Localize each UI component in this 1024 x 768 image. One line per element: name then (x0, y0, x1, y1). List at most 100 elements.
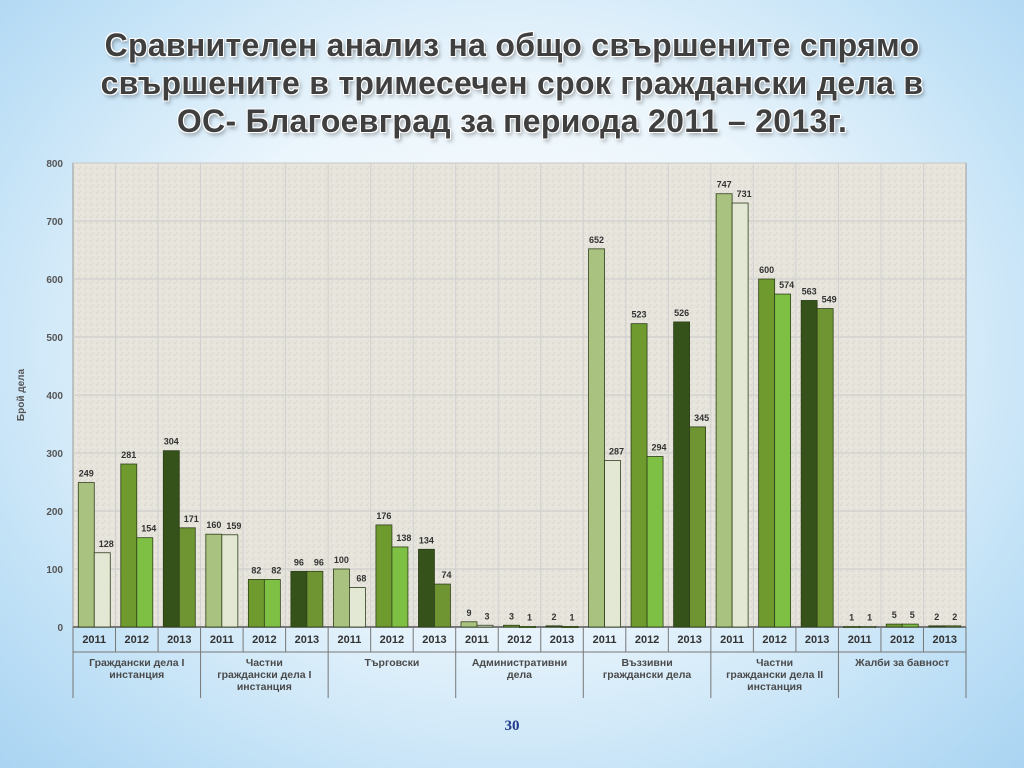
data-label-timely: 1 (527, 612, 532, 622)
data-label-timely: 2 (952, 612, 957, 622)
bar-timely (689, 426, 706, 628)
bar-timely (944, 625, 962, 628)
y-tick-label: 0 (57, 623, 63, 634)
data-label-total: 5 (892, 610, 897, 620)
bar-timely (646, 456, 664, 628)
category-label: Въззивни (621, 657, 672, 669)
bar-total (205, 533, 223, 628)
category-label: Частни (756, 657, 793, 669)
x-tick-year: 2013 (295, 634, 319, 646)
data-label-total: 1 (849, 612, 854, 622)
bar-total (800, 300, 818, 628)
data-label-total: 747 (717, 180, 732, 190)
data-label-total: 249 (79, 469, 94, 479)
bar-total (290, 570, 308, 628)
slide-title-line-3: ОС- Благоевград за периода 2011 – 2013г. (176, 103, 848, 139)
data-label-timely: 1 (570, 612, 575, 622)
bar-total (885, 623, 903, 628)
x-tick-year: 2012 (252, 634, 276, 646)
data-label-timely: 549 (822, 295, 837, 305)
data-label-timely: 287 (609, 447, 624, 457)
x-tick-year: 2011 (465, 634, 489, 646)
slide-title-line-1: Сравнителен анализ на общо свършените сп… (104, 27, 920, 63)
category-label: граждански дела II (726, 669, 823, 681)
slide-title-line-2: свършените в тримесечен срок граждански … (100, 65, 924, 101)
data-label-total: 2 (552, 612, 557, 622)
y-tick-label: 800 (46, 159, 63, 170)
bar-total (247, 579, 265, 628)
data-label-total: 9 (466, 608, 471, 618)
bar-total (460, 621, 478, 628)
category-label: инстанция (747, 681, 802, 693)
bar-timely (561, 626, 579, 629)
data-label-timely: 345 (694, 413, 709, 423)
data-label-timely: 159 (226, 521, 241, 531)
x-tick-year: 2012 (890, 634, 914, 646)
y-tick-label: 700 (46, 217, 63, 228)
bar-timely (816, 308, 834, 628)
category-label: инстанция (237, 681, 292, 693)
data-label-timely: 574 (779, 280, 794, 290)
bar-total (162, 450, 180, 628)
bar-timely (93, 552, 111, 628)
bar-timely (774, 293, 792, 628)
bar-total (630, 323, 648, 628)
x-tick-year: 2013 (932, 634, 956, 646)
data-label-timely: 5 (910, 610, 915, 620)
x-tick-year: 2011 (720, 634, 744, 646)
bar-total (673, 321, 690, 628)
data-label-timely: 731 (737, 189, 752, 199)
data-label-total: 523 (632, 310, 647, 320)
data-label-total: 134 (419, 535, 434, 545)
bar-total (503, 624, 520, 628)
bar-timely (306, 570, 324, 628)
bar-total (120, 463, 138, 628)
bar-timely (519, 626, 536, 629)
bar-timely (349, 587, 366, 628)
bar-total (758, 278, 776, 628)
x-tick-year: 2011 (82, 634, 106, 646)
y-tick-label: 600 (46, 275, 63, 286)
bar-total (418, 548, 435, 628)
bar-timely (731, 202, 749, 628)
data-label-timely: 3 (484, 611, 489, 621)
category-label: Административни (472, 657, 567, 669)
bar-total (333, 568, 350, 628)
x-tick-year: 2012 (507, 634, 531, 646)
x-tick-year: 2013 (677, 634, 701, 646)
bar-timely (476, 624, 494, 628)
bar-timely (178, 527, 196, 628)
bar-total (843, 626, 861, 629)
data-label-total: 652 (589, 235, 604, 245)
x-tick-year: 2012 (380, 634, 404, 646)
data-label-timely: 294 (652, 442, 667, 452)
data-label-total: 526 (674, 308, 689, 318)
bar-timely (859, 626, 877, 629)
bar-total (588, 248, 605, 628)
category-label: инстанция (109, 669, 164, 681)
data-label-total: 304 (164, 437, 179, 447)
bar-timely (901, 623, 919, 628)
data-label-timely: 68 (356, 574, 366, 584)
data-label-total: 563 (802, 286, 817, 296)
category-label: Жалби за бавност (854, 657, 949, 669)
x-tick-year: 2011 (593, 634, 617, 646)
bar-total (545, 625, 563, 628)
y-tick-label: 300 (46, 449, 63, 460)
y-tick-label: 500 (46, 333, 63, 344)
bar-total (715, 193, 733, 628)
data-label-total: 2 (934, 612, 939, 622)
x-tick-year: 2011 (337, 634, 361, 646)
y-tick-label: 100 (46, 565, 63, 576)
bar-timely (136, 537, 154, 628)
y-axis-label: Брой дела (16, 368, 27, 421)
data-label-total: 96 (294, 557, 304, 567)
x-tick-year: 2013 (167, 634, 191, 646)
x-tick-year: 2011 (848, 634, 872, 646)
x-tick-year: 2013 (422, 634, 446, 646)
page-number: 30 (504, 718, 520, 734)
data-label-total: 600 (759, 265, 774, 275)
data-label-timely: 128 (99, 539, 114, 549)
bar-timely (604, 460, 621, 628)
